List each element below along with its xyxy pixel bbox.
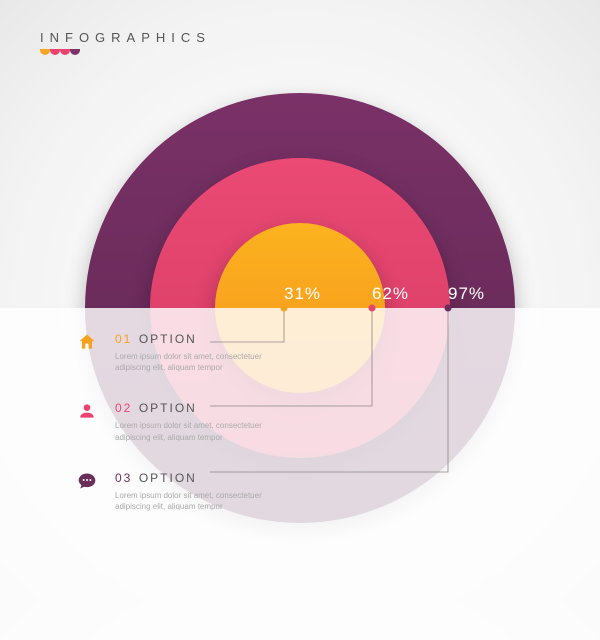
header: INFOGRAPHICS (40, 30, 211, 55)
option-body: Lorem ipsum dolor sit amet, consectetuer… (115, 351, 285, 373)
option-row: 02 OPTION Lorem ipsum dolor sit amet, co… (115, 399, 285, 442)
wave-decoration (40, 49, 211, 55)
person-icon (77, 401, 99, 423)
page-title: INFOGRAPHICS (40, 30, 211, 45)
wave-seg (40, 49, 50, 55)
pct-label-outer: 97% (448, 284, 485, 304)
wave-seg (60, 49, 70, 55)
pct-label-middle: 62% (372, 284, 409, 304)
pct-label-inner: 31% (284, 284, 321, 304)
option-number: 02 (115, 401, 132, 415)
wave-seg (70, 49, 80, 55)
option-title: OPTION (139, 401, 197, 415)
connector-dot (281, 305, 288, 312)
option-row: 03 OPTION Lorem ipsum dolor sit amet, co… (115, 469, 285, 512)
option-title: OPTION (139, 471, 197, 485)
connector-dot (369, 305, 376, 312)
chart-area: 97% 62% 31% 01 OPTION Lorem ipsum dolor si… (0, 80, 600, 560)
options-list: 01 OPTION Lorem ipsum dolor sit amet, co… (115, 330, 285, 538)
option-body: Lorem ipsum dolor sit amet, consectetuer… (115, 490, 285, 512)
wave-seg (50, 49, 60, 55)
chat-icon (77, 471, 99, 493)
option-row: 01 OPTION Lorem ipsum dolor sit amet, co… (115, 330, 285, 373)
home-icon (77, 332, 99, 354)
option-body: Lorem ipsum dolor sit amet, consectetuer… (115, 420, 285, 442)
option-number: 01 (115, 332, 132, 346)
option-title: OPTION (139, 332, 197, 346)
connector-dot (445, 305, 452, 312)
option-number: 03 (115, 471, 132, 485)
